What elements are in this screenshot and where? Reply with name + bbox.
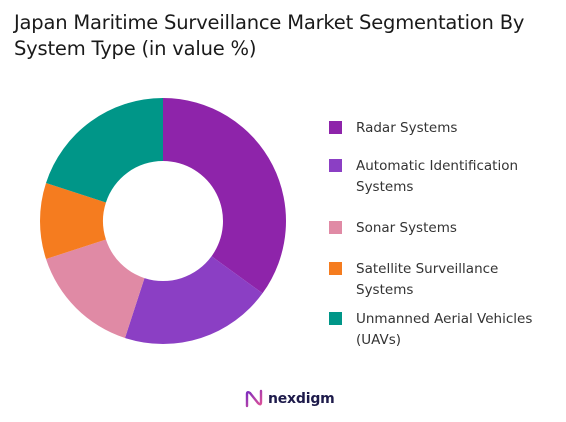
legend-item-uavs: Unmanned Aerial Vehicles (UAVs) [329, 309, 546, 351]
legend-item-satellite-surveillance-systems: Satellite Surveillance Systems [329, 259, 546, 301]
legend-swatch-sonar-systems [329, 221, 342, 234]
legend-label-automatic-identification-systems: Automatic Identification Systems [356, 158, 519, 195]
nexdigm-logo-icon [245, 389, 263, 408]
logo-text: nexdigm [268, 391, 335, 407]
donut-slice-radar-systems [163, 98, 286, 294]
donut-slice-satellite-surveillance-systems [40, 182, 106, 260]
donut-slice-automatic-identification-systems [124, 256, 263, 344]
legend-item-radar-systems: Radar Systems [329, 118, 546, 139]
legend-label-sonar-systems: Sonar Systems [356, 220, 457, 236]
donut-slice-sonar-systems [46, 239, 145, 338]
legend-swatch-satellite-surveillance-systems [329, 262, 342, 275]
legend-swatch-automatic-identification-systems [329, 159, 342, 172]
legend-swatch-uavs [329, 312, 342, 325]
legend-item-automatic-identification-systems: Automatic Identification Systems [329, 156, 546, 198]
legend-item-sonar-systems: Sonar Systems [329, 218, 546, 239]
legend-label-satellite-surveillance-systems: Satellite Surveillance Systems [356, 261, 499, 298]
legend-swatch-radar-systems [329, 121, 342, 134]
chart-title: Japan Maritime Surveillance Market Segme… [14, 11, 525, 60]
legend-label-radar-systems: Radar Systems [356, 120, 458, 136]
donut-slice-uavs [46, 98, 163, 203]
nexdigm-logo: nexdigm [244, 388, 335, 410]
legend-label-uavs: Unmanned Aerial Vehicles (UAVs) [356, 311, 533, 348]
